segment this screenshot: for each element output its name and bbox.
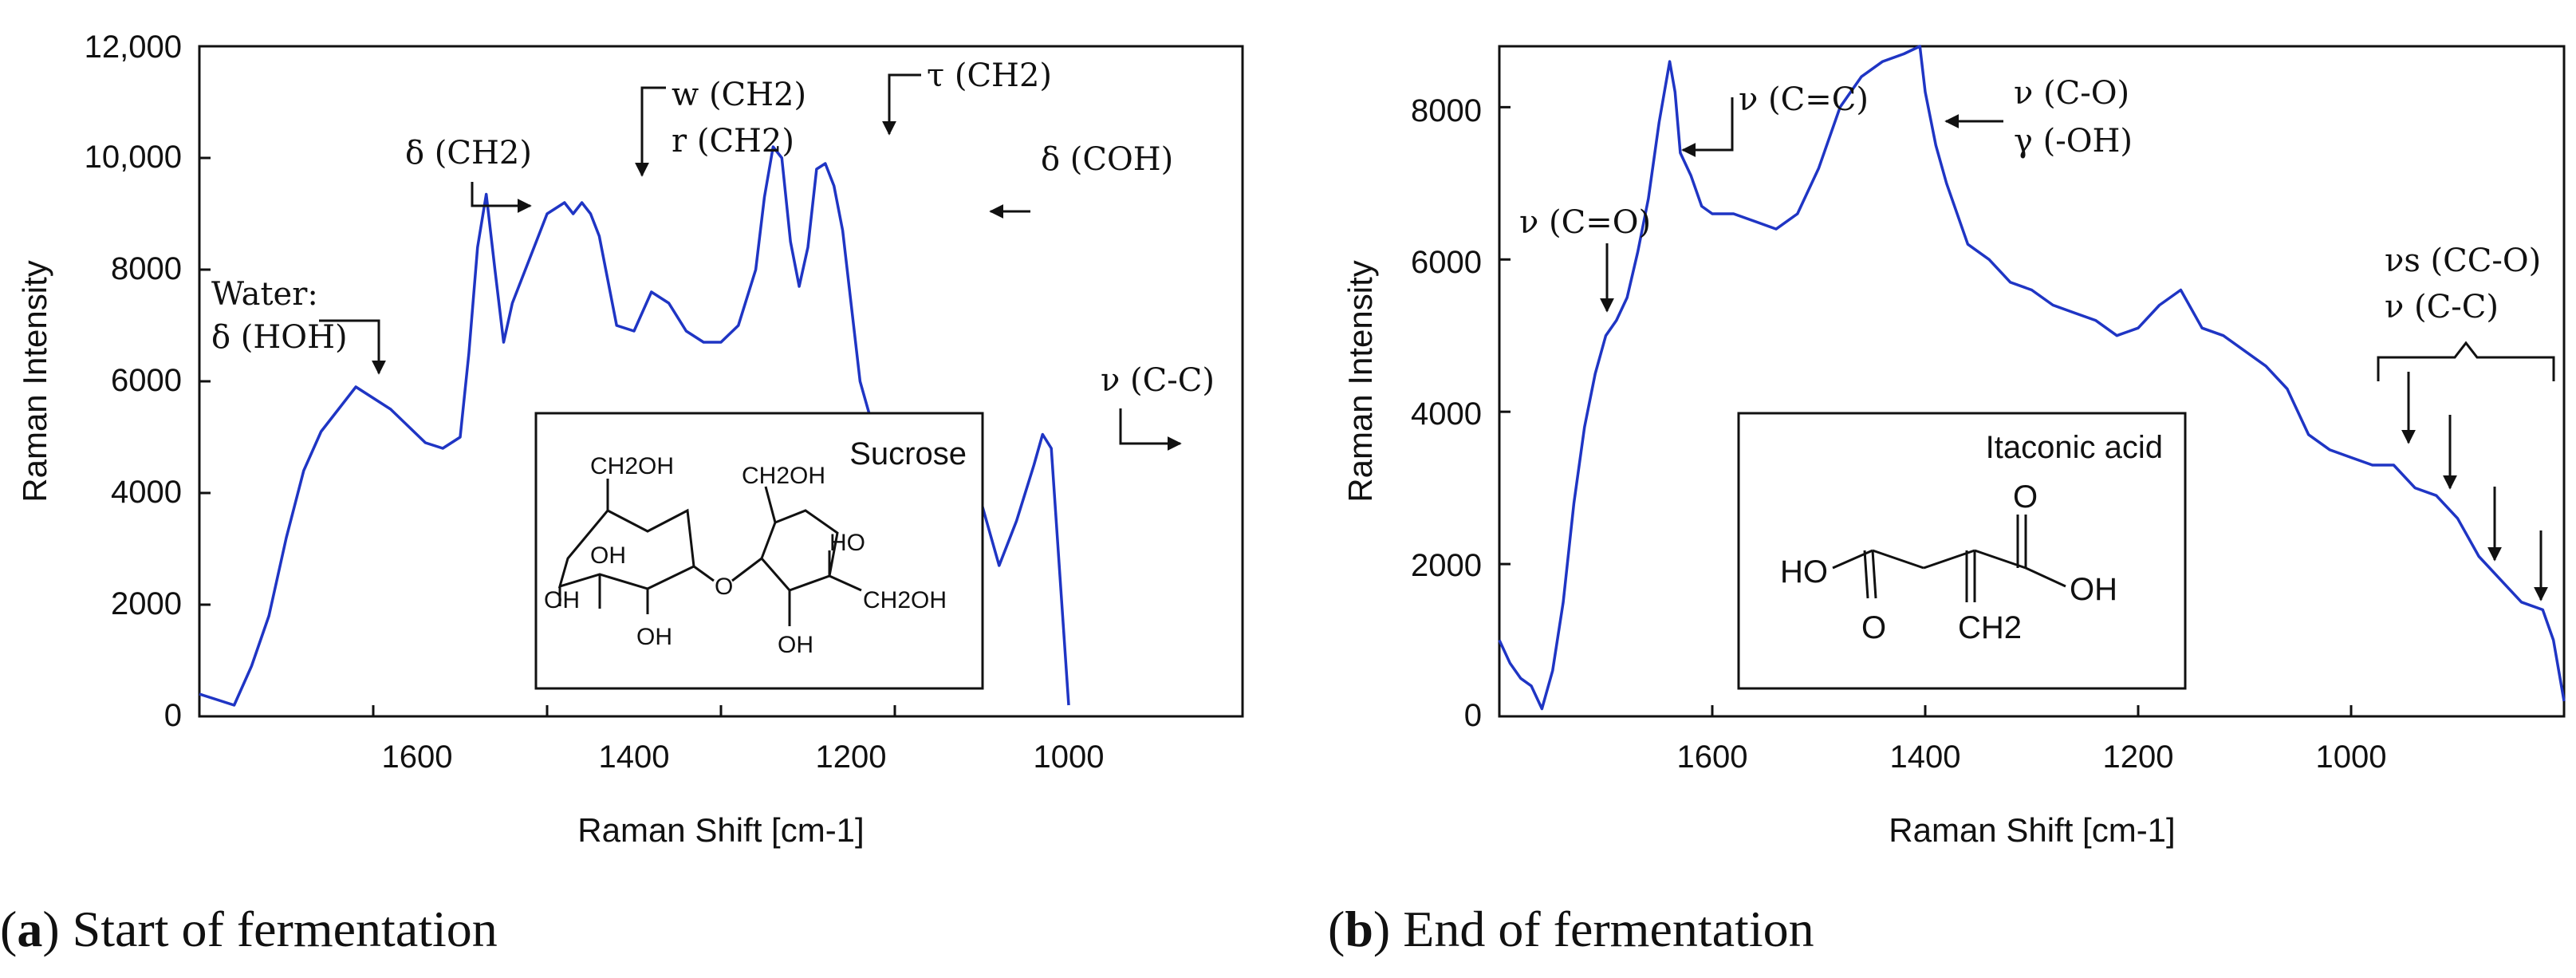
xtick-label: 1000: [1034, 739, 1105, 775]
axis-ticks-b: [1499, 105, 2353, 718]
sucrose-label: OH: [778, 632, 813, 658]
ytick-label: 2000: [1411, 548, 1482, 583]
caption-text-b: End of fermentation: [1403, 901, 1814, 957]
sucrose-structure: [557, 479, 862, 626]
annotation-hoh: δ (HOH): [211, 319, 348, 356]
inset-title-itaconic: Itaconic acid: [1986, 430, 2163, 465]
caption-letter-b: b: [1345, 901, 1373, 957]
arrow-cc-double: [1681, 97, 1734, 157]
arrow-twist: [882, 73, 921, 136]
ytick-label: 8000: [1411, 93, 1482, 128]
ytick-label: 0: [1464, 698, 1482, 733]
annotation-ch2-bend: δ (CH2): [405, 135, 532, 172]
caption-b: (b) End of fermentation: [1328, 901, 1814, 957]
panel-a: 0 2000 4000 6000 8000 10,000 12,000 1600…: [16, 30, 1244, 849]
y-axis-label: Raman Intensity: [16, 260, 53, 502]
sucrose-label: OH: [544, 587, 580, 613]
annotation-c-o: ν (C-O): [2014, 75, 2129, 112]
spectrum-line-b: [1498, 45, 2566, 711]
ytick-label: 6000: [1411, 245, 1482, 280]
xtick-label: 1200: [2103, 739, 2174, 775]
annotation-oh-bend: γ (-OH): [2014, 123, 2133, 160]
itaconic-inset: Itaconic acid HO O O OH CH2: [1737, 412, 2187, 690]
sucrose-label: CH2OH: [590, 453, 674, 479]
arrow-wag-rock: [635, 86, 666, 177]
ytick-label: 6000: [111, 363, 182, 398]
annotation-cc-double: ν (C=C): [1739, 81, 1869, 118]
xtick-label: 1400: [1890, 739, 1961, 775]
caption-letter-a: a: [17, 901, 43, 957]
ytick-label: 10,000: [85, 140, 182, 175]
itaconic-label: O: [1861, 610, 1886, 645]
sucrose-label: O: [715, 574, 733, 600]
inset-title-sucrose: Sucrose: [849, 436, 967, 471]
sucrose-label: HO: [829, 530, 865, 556]
ytick-label: 4000: [1411, 396, 1482, 432]
ytick-label: 0: [164, 698, 182, 733]
panel-b: 0 2000 4000 6000 8000 1600 1400 1200 100…: [1341, 45, 2566, 849]
itaconic-label: O: [2013, 479, 2038, 515]
y-axis-label: Raman Intensity: [1341, 260, 1379, 502]
annotation-co-double: ν (C=O): [1519, 204, 1651, 241]
xtick-label: 1600: [1677, 739, 1748, 775]
axis-ticks-a: [199, 45, 896, 718]
annotation-cc-a: ν (C-C): [1101, 362, 1215, 399]
sucrose-inset: Sucrose CH2OH OH OH OH O CH2OH HO OH: [534, 412, 984, 690]
ytick-label: 12,000: [85, 30, 182, 65]
x-axis-label: Raman Shift [cm-1]: [577, 811, 864, 849]
arrow-ch2-bend: [471, 182, 532, 213]
xtick-label: 1000: [2316, 739, 2387, 775]
bracket-cco: [2377, 341, 2555, 381]
caption-text-a: Start of fermentation: [72, 901, 498, 957]
sucrose-label: CH2OH: [863, 587, 947, 613]
plot-frame-b: [1498, 45, 2566, 718]
annotation-wag: w (CH2): [672, 77, 806, 113]
ytick-label: 2000: [111, 586, 182, 621]
itaconic-label: HO: [1780, 554, 1828, 590]
annotation-rock: r (CH2): [672, 123, 794, 160]
annotation-cc-b: ν (C-C): [2385, 289, 2499, 325]
ytick-label: 8000: [111, 251, 182, 286]
xtick-label: 1200: [816, 739, 887, 775]
sucrose-label: OH: [636, 624, 672, 650]
arrow-cc-a: [1119, 408, 1182, 451]
annotation-cco: νs (CC-O): [2385, 243, 2541, 279]
annotation-coh: δ (COH): [1041, 141, 1173, 178]
xtick-label: 1400: [599, 739, 670, 775]
caption-a: (a) Start of fermentation: [0, 901, 498, 957]
itaconic-structure: [1832, 515, 2066, 602]
annotation-water: Water:: [211, 276, 318, 313]
itaconic-label: OH: [2070, 572, 2117, 607]
arrow-hoh: [319, 319, 386, 375]
sucrose-label: CH2OH: [742, 463, 825, 489]
annotation-twist: τ (CH2): [927, 57, 1052, 94]
ytick-label: 4000: [111, 475, 182, 510]
x-axis-label: Raman Shift [cm-1]: [1889, 811, 2175, 849]
itaconic-label: CH2: [1958, 610, 2022, 645]
xtick-label: 1600: [382, 739, 453, 775]
sucrose-label: OH: [590, 542, 626, 569]
